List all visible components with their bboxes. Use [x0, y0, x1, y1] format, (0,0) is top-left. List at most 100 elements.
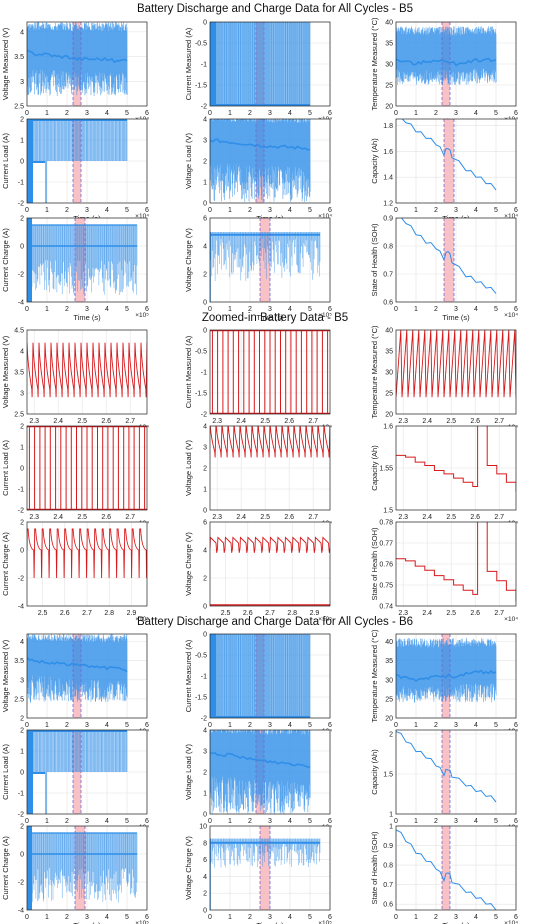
- y-tick-label: 1: [20, 138, 24, 145]
- y-tick-label: -4: [18, 300, 24, 307]
- series-center: [210, 138, 310, 151]
- data-layer: [396, 119, 497, 203]
- x-tick-label: 3: [454, 818, 458, 825]
- x-axis-label: Time (s): [256, 313, 284, 322]
- x-tick-label: 6: [145, 207, 149, 214]
- x-tick-label: 3: [268, 914, 272, 921]
- y-axis-label: Current Load (A): [1, 133, 10, 189]
- x-tick-label: 0: [25, 306, 29, 313]
- y-tick-label: 0.6: [383, 902, 393, 909]
- x-exponent: ×10⁴: [504, 312, 518, 319]
- x-tick-label: 0: [208, 306, 212, 313]
- x-tick-label: 3: [85, 722, 89, 729]
- x-tick-label: 3: [268, 818, 272, 825]
- x-exponent: ×10⁵: [135, 616, 149, 623]
- series-spikes: [31, 225, 138, 295]
- x-tick-label: 6: [328, 207, 332, 214]
- x-tick-label: 2.6: [284, 514, 294, 521]
- x-tick-label: 4: [288, 306, 292, 313]
- y-tick-label: -2: [18, 201, 24, 208]
- x-tick-label: 0: [208, 818, 212, 825]
- axes-frame: [395, 825, 517, 911]
- y-tick-label: 1.8: [383, 123, 393, 130]
- x-tick-label: 1: [414, 110, 418, 117]
- x-tick-label: 0: [208, 110, 212, 117]
- series-line: [396, 330, 516, 398]
- y-tick-label: 30: [385, 370, 393, 377]
- data-layer: [396, 522, 516, 602]
- y-tick-label: -0.5: [195, 653, 207, 660]
- series-pulses: [211, 330, 329, 414]
- axes-frame: [395, 329, 517, 415]
- x-tick-label: 3: [454, 914, 458, 921]
- x-tick-label: 6: [145, 818, 149, 825]
- data-layer: [210, 330, 330, 414]
- y-tick-label: 6: [203, 857, 207, 864]
- y-axis-label: Voltage Measured (V): [1, 27, 10, 100]
- series-center: [396, 669, 497, 683]
- x-tick-label: 5: [125, 207, 129, 214]
- y-tick-label: 3: [203, 138, 207, 145]
- x-tick-label: 2.7: [82, 610, 92, 617]
- x-exponent: ×10⁵: [135, 312, 149, 319]
- series-line: [210, 536, 330, 553]
- x-tick-label: 1: [228, 306, 232, 313]
- x-tick-label: 0: [208, 207, 212, 214]
- y-tick-label: -1.5: [195, 695, 207, 702]
- x-tick-label: 5: [494, 818, 498, 825]
- axes-frame: [395, 217, 517, 303]
- x-tick-label: 2.7: [265, 610, 275, 617]
- x-tick-label: 4: [105, 818, 109, 825]
- y-tick-label: 2: [203, 770, 207, 777]
- x-tick-label: 5: [494, 914, 498, 921]
- y-tick-label: 35: [385, 658, 393, 665]
- x-exponent: ×10⁴: [504, 616, 518, 623]
- x-tick-label: 1: [45, 110, 49, 117]
- x-tick-label: 5: [494, 722, 498, 729]
- series-block: [27, 730, 33, 814]
- y-axis-label: Current Load (A): [1, 440, 10, 496]
- y-tick-label: -0.5: [195, 349, 207, 356]
- x-tick-label: 2.7: [125, 514, 135, 521]
- y-tick-label: 2: [20, 824, 24, 831]
- panel-24: 0 1 2 3 4 5 6 -4 -2 0 2 ×10⁵ Time (s) Current Charge …: [1, 824, 149, 924]
- y-tick-label: -1.5: [195, 83, 207, 90]
- x-tick-label: 4: [474, 722, 478, 729]
- x-tick-label: 2: [434, 306, 438, 313]
- y-tick-label: 4: [203, 244, 207, 251]
- x-tick-label: 6: [145, 722, 149, 729]
- y-axis-label: Capacity (Ah): [370, 749, 379, 795]
- x-tick-label: 2.6: [101, 418, 111, 425]
- x-tick-label: 4: [288, 207, 292, 214]
- y-tick-label: -2: [18, 576, 24, 583]
- x-tick-label: 3: [454, 306, 458, 313]
- x-tick-label: 5: [308, 818, 312, 825]
- title-b5-all: Battery Discharge and Charge Data for Al…: [136, 3, 414, 15]
- x-tick-label: 0: [25, 818, 29, 825]
- y-tick-label: -2: [18, 880, 24, 887]
- y-tick-label: 4: [203, 117, 207, 124]
- axes-frame: [26, 633, 148, 719]
- axes-frame: [395, 21, 517, 107]
- x-tick-label: 0: [394, 722, 398, 729]
- x-tick-label: 6: [145, 914, 149, 921]
- x-tick-label: 1: [45, 914, 49, 921]
- axes-frame: [26, 118, 148, 204]
- x-tick-label: 6: [328, 818, 332, 825]
- x-tick-label: 3: [85, 306, 89, 313]
- x-tick-label: 2.5: [446, 514, 456, 521]
- x-exponent: ×10⁴: [504, 920, 518, 924]
- y-tick-label: 2: [20, 728, 24, 735]
- x-tick-label: 5: [308, 207, 312, 214]
- y-tick-label: 4: [20, 349, 24, 356]
- y-axis-label: Temperature Measured (°C): [370, 17, 379, 111]
- panel-26: 0 1 2 3 4 5 6 0.6 0.7 0.8 0.9 1 ×10⁴ Time (s) State of…: [370, 824, 518, 924]
- y-tick-label: 0: [203, 300, 207, 307]
- x-tick-label: 2.3: [212, 514, 222, 521]
- x-tick-label: 3: [454, 722, 458, 729]
